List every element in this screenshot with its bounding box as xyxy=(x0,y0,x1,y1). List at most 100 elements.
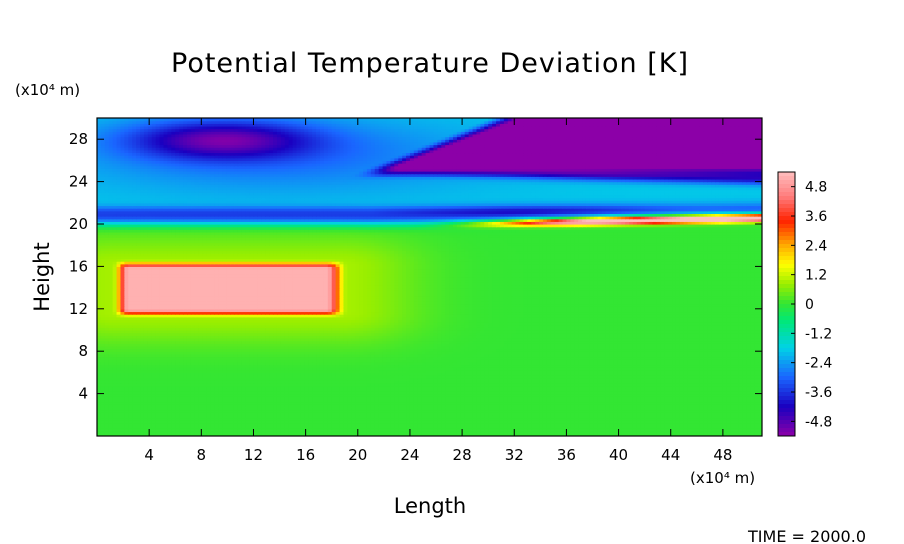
heatmap-cell xyxy=(300,417,305,421)
heatmap-cell xyxy=(347,420,352,424)
heatmap-cell xyxy=(476,425,481,429)
heatmap-cell xyxy=(222,430,227,434)
heatmap-cell xyxy=(402,420,407,424)
heatmap-cell xyxy=(452,430,458,434)
heatmap-cell xyxy=(323,430,329,434)
heatmap-cell xyxy=(617,412,622,416)
heatmap-cell xyxy=(449,430,454,434)
heatmap-cell xyxy=(159,425,165,429)
heatmap-cell xyxy=(754,422,759,426)
heatmap-cell xyxy=(535,428,540,432)
heatmap-cell xyxy=(140,409,145,413)
heatmap-cell xyxy=(535,430,540,434)
heatmap-cell xyxy=(398,422,403,426)
heatmap-cell xyxy=(691,422,697,426)
heatmap-cell xyxy=(323,425,329,429)
heatmap-cell xyxy=(484,428,489,432)
heatmap-cell xyxy=(206,422,212,426)
heatmap-cell xyxy=(629,417,634,421)
heatmap-cell xyxy=(449,420,454,424)
heatmap-cell xyxy=(304,433,309,436)
heatmap-cell xyxy=(194,420,200,424)
heatmap-cell xyxy=(296,420,302,424)
heatmap-cell xyxy=(308,425,313,429)
heatmap-cell xyxy=(136,409,141,413)
heatmap-cell xyxy=(554,430,560,434)
heatmap-cell xyxy=(574,417,579,421)
heatmap-cell xyxy=(703,430,708,434)
heatmap-cell xyxy=(632,430,638,434)
heatmap-cell xyxy=(386,417,391,421)
heatmap-cell xyxy=(722,433,728,436)
heatmap-cell xyxy=(648,412,654,416)
heatmap-cell xyxy=(230,422,235,426)
heatmap-cell xyxy=(449,433,454,436)
heatmap-cell xyxy=(562,430,568,434)
heatmap-cell xyxy=(609,412,614,416)
heatmap-cell xyxy=(406,414,411,419)
heatmap-cell xyxy=(179,422,184,426)
heatmap-cell xyxy=(159,433,165,436)
heatmap-cell xyxy=(629,428,634,432)
heatmap-cell xyxy=(593,414,599,419)
heatmap-cell xyxy=(390,420,395,424)
heatmap-cell xyxy=(679,420,685,424)
heatmap-cell xyxy=(550,417,556,421)
heatmap-cell xyxy=(664,428,669,432)
heatmap-cell xyxy=(488,425,493,429)
heatmap-cell xyxy=(531,433,536,436)
heatmap-cell xyxy=(695,425,701,429)
heatmap-cell xyxy=(273,430,278,434)
heatmap-cell xyxy=(456,412,462,416)
heatmap-cell xyxy=(746,417,751,421)
heatmap-cell xyxy=(218,412,223,416)
heatmap-cell xyxy=(124,422,129,426)
heatmap-cell xyxy=(460,414,466,419)
heatmap-cell xyxy=(402,433,407,436)
heatmap-cell xyxy=(664,422,669,426)
heatmap-cell xyxy=(589,412,595,416)
heatmap-cell xyxy=(237,430,243,434)
heatmap-cell xyxy=(186,428,192,432)
heatmap-cell xyxy=(511,422,517,426)
heatmap-cell xyxy=(539,420,544,424)
heatmap-cell xyxy=(151,433,157,436)
heatmap-cell xyxy=(116,430,122,434)
heatmap-cell xyxy=(233,420,239,424)
heatmap-cell xyxy=(711,422,716,426)
heatmap-cell xyxy=(245,425,251,429)
heatmap-cell xyxy=(124,433,129,436)
heatmap-cell xyxy=(132,420,137,424)
heatmap-cell xyxy=(194,412,200,416)
heatmap-cell xyxy=(97,425,102,429)
heatmap-cell xyxy=(539,425,544,429)
heatmap-cell xyxy=(613,414,618,419)
heatmap-cell xyxy=(758,422,762,426)
heatmap-cell xyxy=(574,412,579,416)
heatmap-cell xyxy=(316,428,321,432)
heatmap-cell xyxy=(171,422,176,426)
heatmap-cell xyxy=(492,417,497,421)
heatmap-cell xyxy=(363,425,368,429)
heatmap-cell xyxy=(742,412,747,416)
heatmap-cell xyxy=(562,414,568,419)
heatmap-cell xyxy=(363,428,368,432)
heatmap-cell xyxy=(233,433,239,436)
heatmap-cell xyxy=(754,414,759,419)
heatmap-cell xyxy=(675,422,681,426)
heatmap-cell xyxy=(652,422,657,426)
heatmap-cell xyxy=(558,414,564,419)
heatmap-cell xyxy=(151,430,157,434)
heatmap-cell xyxy=(233,412,239,416)
heatmap-cell xyxy=(464,433,470,436)
heatmap-cell xyxy=(104,412,110,416)
heatmap-cell xyxy=(570,422,575,426)
heatmap-cell xyxy=(425,422,431,426)
heatmap-cell xyxy=(519,433,524,436)
heatmap-cell xyxy=(112,414,118,419)
heatmap-cell xyxy=(452,433,458,436)
heatmap-cell xyxy=(464,425,470,429)
heatmap-cell xyxy=(257,417,262,421)
heatmap-cell xyxy=(406,422,411,426)
heatmap-cell xyxy=(664,414,669,419)
